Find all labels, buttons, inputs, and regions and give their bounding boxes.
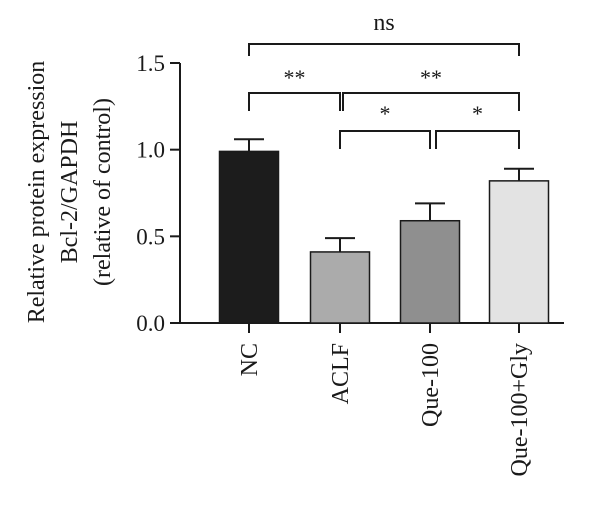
significance-bracket bbox=[248, 92, 341, 111]
bars bbox=[218, 150, 550, 324]
y-axis-title-line: (relative of control) bbox=[90, 98, 116, 286]
x-axis-categories: NC ACLF Que-100 Que-100+Gly bbox=[237, 343, 533, 477]
y-axis-title-line: Relative protein expression bbox=[24, 61, 50, 324]
y-tick-label: 1.5 bbox=[136, 51, 165, 76]
significance-bracket bbox=[248, 43, 520, 56]
y-axis-title-line: Bcl-2/GAPDH bbox=[57, 121, 83, 264]
bar-que-100 bbox=[399, 219, 461, 324]
x-category-label: Que-100+Gly bbox=[507, 343, 533, 477]
y-axis-ticks: 0.0 0.5 1.0 1.5 bbox=[136, 51, 520, 336]
x-category-label: ACLF bbox=[328, 343, 354, 404]
significance-label: ** bbox=[420, 65, 442, 90]
significance-bracket bbox=[342, 92, 520, 111]
x-category-label: Que-100 bbox=[418, 343, 444, 427]
y-axis-title: Relative protein expression Bcl-2/GAPDH (r… bbox=[24, 61, 116, 324]
significance-label: * bbox=[472, 101, 483, 126]
bar-que-100-gly bbox=[488, 180, 550, 324]
significance-bracket bbox=[339, 130, 431, 149]
significance-label: ** bbox=[284, 65, 306, 90]
bar-nc bbox=[218, 150, 280, 324]
bar-aclf bbox=[309, 251, 371, 324]
significance-label: ns bbox=[373, 10, 394, 36]
significance-bracket bbox=[435, 130, 520, 149]
significance-brackets: ns** *** * bbox=[248, 10, 520, 149]
significance-label: * bbox=[380, 101, 391, 126]
y-tick-label: 1.0 bbox=[136, 138, 165, 163]
y-tick-label: 0.0 bbox=[136, 311, 165, 336]
error-bars bbox=[234, 138, 534, 252]
y-tick-label: 0.5 bbox=[136, 224, 165, 249]
x-category-label: NC bbox=[237, 343, 263, 376]
